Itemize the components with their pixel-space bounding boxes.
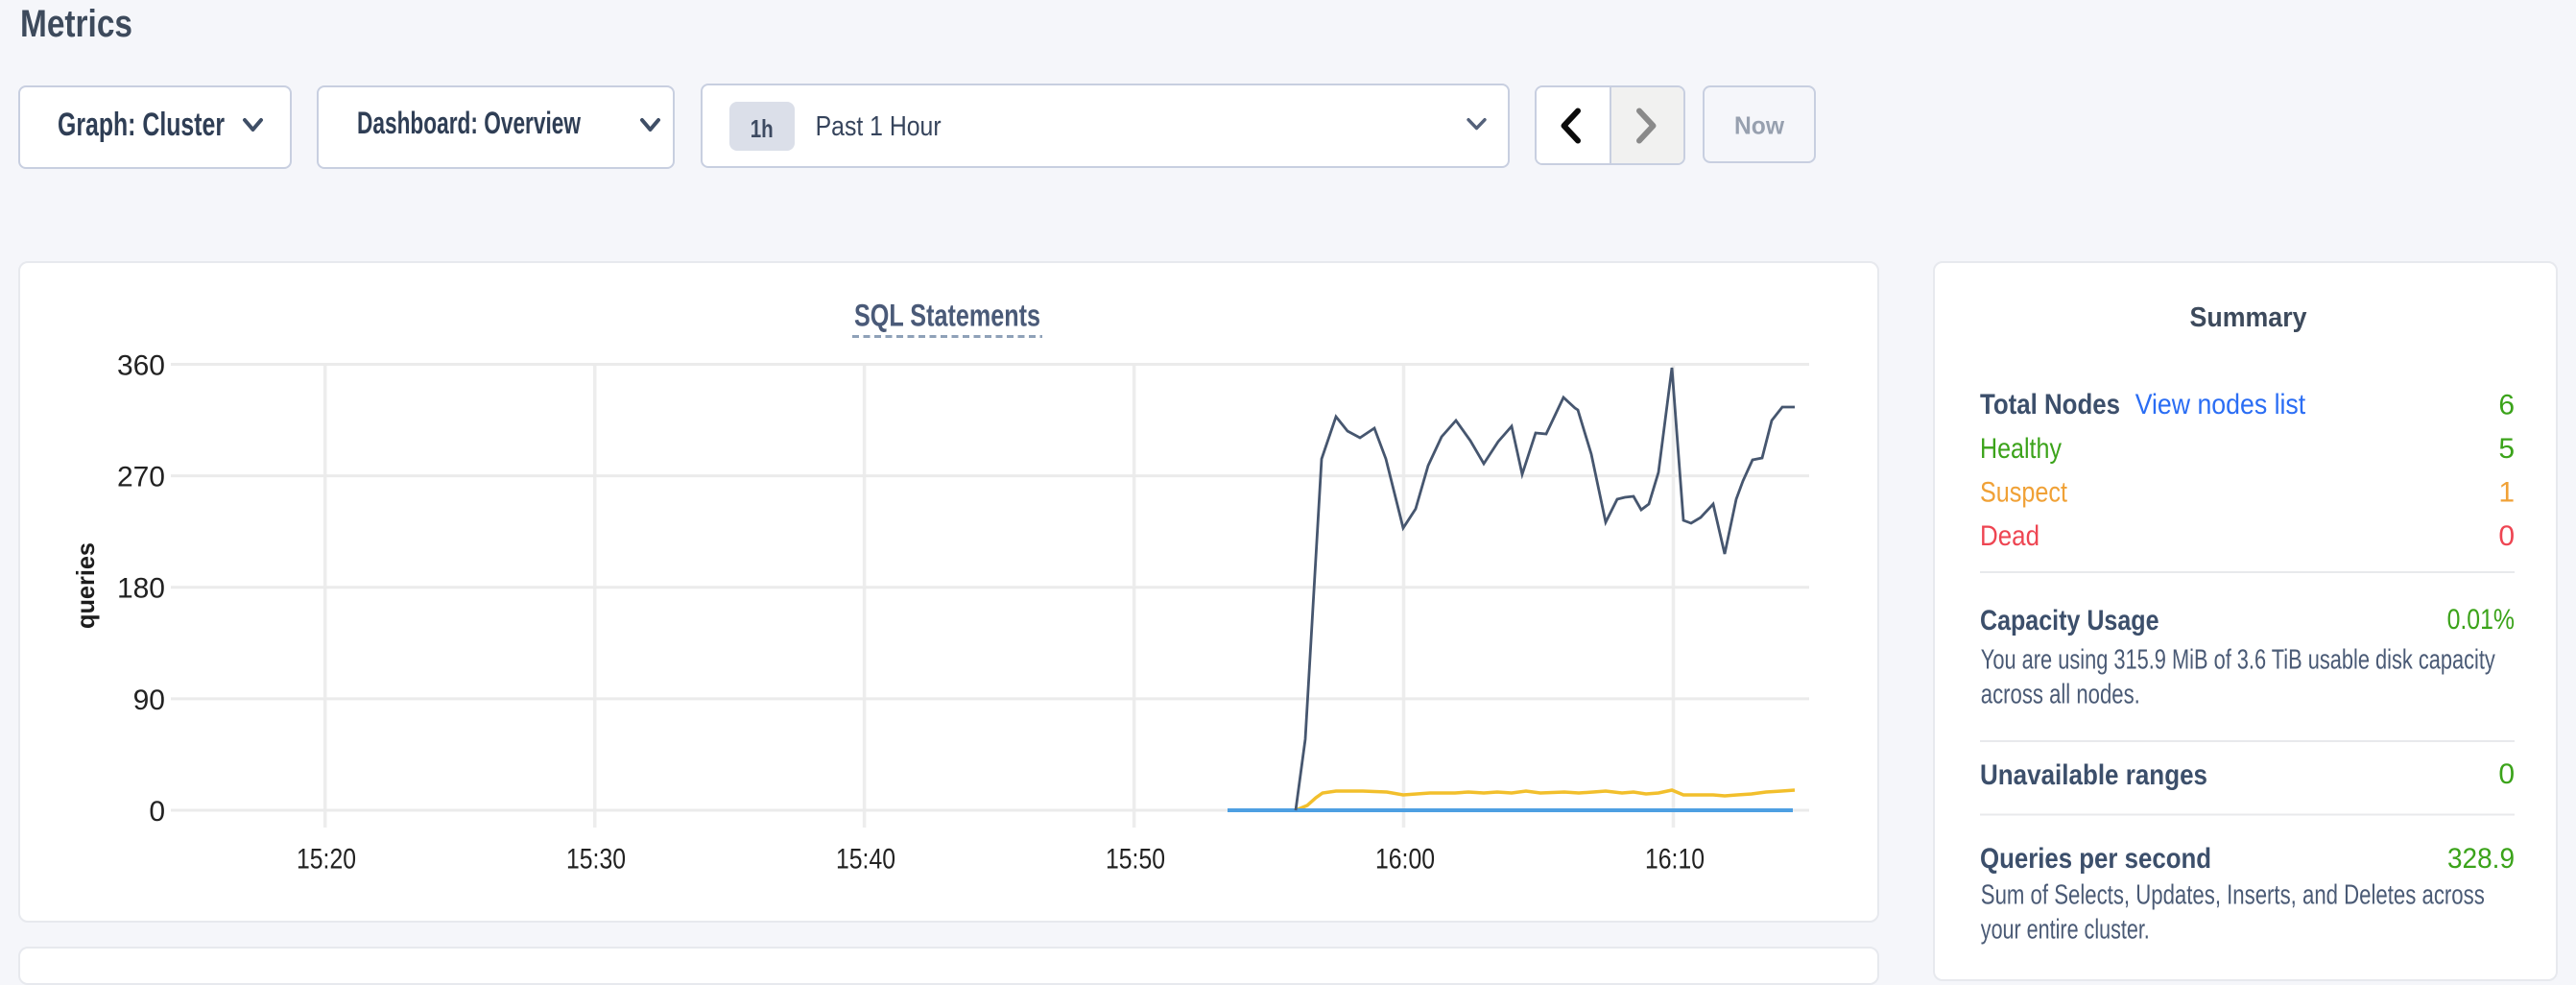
svg-text:328.9: 328.9 [2447,843,2515,875]
svg-text:270: 270 [117,462,165,493]
svg-text:16:10: 16:10 [1645,844,1705,876]
svg-text:0: 0 [2498,758,2515,790]
svg-text:You are using 315.9 MiB of 3.6: You are using 315.9 MiB of 3.6 TiB usabl… [1981,644,2495,675]
svg-text:across all nodes.: across all nodes. [1981,679,2140,709]
svg-text:Capacity Usage: Capacity Usage [1980,605,2159,637]
svg-text:Now: Now [1734,111,1785,140]
svg-text:View nodes list: View nodes list [2135,389,2306,420]
svg-text:5: 5 [2498,433,2515,465]
svg-text:15:40: 15:40 [836,844,895,876]
svg-text:Queries per second: Queries per second [1980,843,2211,875]
svg-text:Suspect: Suspect [1980,477,2068,509]
svg-text:1h: 1h [751,114,774,143]
svg-text:Total Nodes: Total Nodes [1980,389,2120,420]
svg-text:180: 180 [117,573,165,605]
svg-text:Dead: Dead [1980,520,2039,552]
svg-text:Graph: Cluster: Graph: Cluster [58,107,225,143]
svg-text:6: 6 [2498,390,2515,421]
svg-text:90: 90 [133,685,165,716]
svg-text:Healthy: Healthy [1980,433,2062,465]
svg-text:15:50: 15:50 [1106,844,1165,876]
svg-text:0: 0 [149,796,165,828]
svg-text:1: 1 [2498,477,2515,509]
svg-text:Past 1 Hour: Past 1 Hour [816,111,942,142]
svg-text:16:00: 16:00 [1375,844,1435,876]
svg-text:0: 0 [2498,520,2515,552]
svg-text:Dashboard: Overview: Dashboard: Overview [357,106,581,140]
svg-text:360: 360 [117,350,165,382]
svg-text:Unavailable ranges: Unavailable ranges [1980,759,2207,791]
svg-text:15:20: 15:20 [297,844,356,876]
svg-text:SQL Statements: SQL Statements [854,299,1040,333]
svg-text:queries: queries [71,542,100,629]
svg-text:15:30: 15:30 [566,844,626,876]
svg-text:0.01%: 0.01% [2447,604,2515,636]
svg-text:Metrics: Metrics [20,3,132,45]
svg-text:Sum of Selects, Updates, Inser: Sum of Selects, Updates, Inserts, and De… [1981,879,2485,910]
svg-text:your entire cluster.: your entire cluster. [1981,914,2150,945]
svg-text:Summary: Summary [2190,302,2307,333]
